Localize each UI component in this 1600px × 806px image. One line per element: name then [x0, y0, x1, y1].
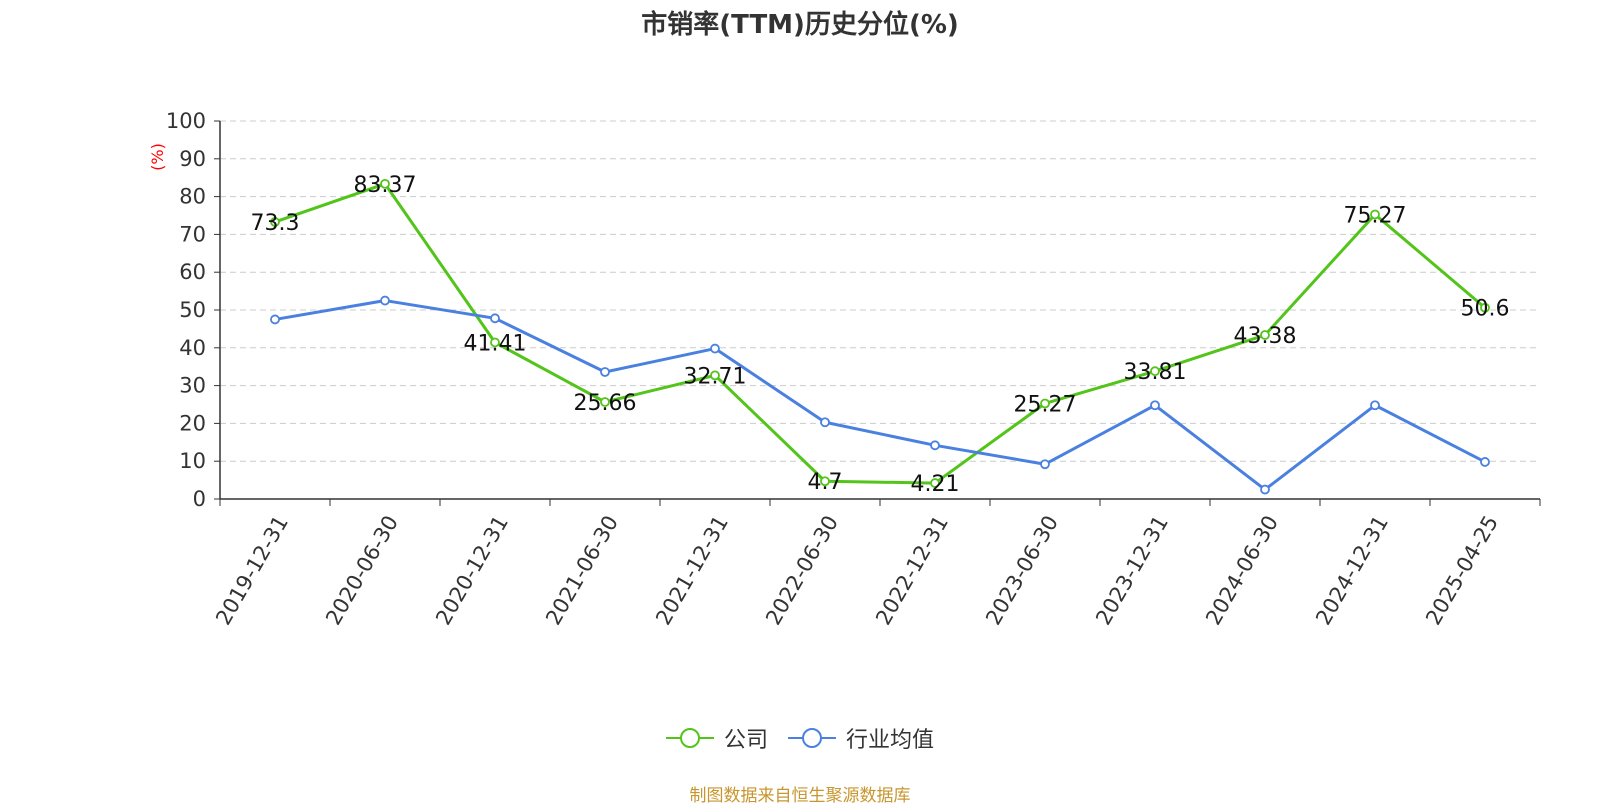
y-tick-label: 60 [179, 260, 206, 284]
data-point[interactable] [1260, 330, 1270, 340]
data-point[interactable] [380, 178, 390, 189]
x-tick-label: 2025-04-25 [1421, 511, 1503, 629]
data-point[interactable] [1370, 400, 1380, 411]
y-tick-label: 10 [179, 449, 206, 473]
x-tick-label: 2021-12-31 [651, 511, 733, 629]
data-label: 4.21 [911, 472, 960, 497]
y-tick-label: 100 [166, 109, 206, 133]
data-point[interactable] [380, 295, 390, 306]
data-point[interactable] [1480, 302, 1490, 313]
x-tick-label: 2021-06-30 [541, 511, 623, 629]
grid-lines [220, 120, 1540, 462]
x-tick-label: 2023-06-30 [981, 511, 1063, 629]
y-tick-label: 70 [179, 222, 206, 246]
y-tick-label: 30 [179, 374, 206, 398]
data-labels: 73.3 83.37 41.41 25.66 32.71 4.7 4.21 25.27 33.8… [251, 173, 1510, 497]
data-point[interactable] [1480, 457, 1490, 467]
legend-line-circle-icon [665, 728, 714, 748]
legend-label-company: 公司 [723, 728, 768, 753]
data-point[interactable] [820, 476, 830, 487]
data-label: 4.7 [808, 470, 843, 495]
data-label: 32.71 [684, 364, 747, 389]
series-line-0 [274, 182, 1486, 485]
x-tick-label: 2020-06-30 [321, 511, 403, 629]
y-tick-label: 90 [179, 147, 206, 171]
x-tick-label: 2024-06-30 [1201, 511, 1283, 629]
data-point[interactable] [710, 370, 720, 381]
data-label: 25.66 [574, 391, 637, 416]
data-label: 75.27 [1344, 203, 1407, 228]
data-point[interactable] [930, 478, 940, 488]
y-tick-label: 20 [179, 411, 206, 435]
legend-item-industry[interactable]: 行业均值 [788, 722, 934, 754]
data-label: 41.41 [464, 331, 527, 356]
data-point[interactable] [1040, 398, 1050, 409]
data-label: 50.6 [1461, 297, 1510, 322]
data-point[interactable] [270, 217, 280, 227]
line-chart: 0 10 20 30 40 50 60 70 80 90 100 (%) 2019-12-31 2020-… [148, 109, 1541, 629]
legend-label-industry: 行业均值 [846, 728, 935, 753]
legend: 公司 行业均值 [0, 722, 1600, 754]
data-point[interactable] [1260, 484, 1270, 495]
data-label: 33.81 [1124, 360, 1187, 385]
data-point[interactable] [600, 397, 610, 407]
y-tick-label: 40 [179, 336, 206, 360]
series-layer [270, 178, 1490, 495]
data-point[interactable] [1150, 366, 1160, 377]
data-point[interactable] [820, 417, 830, 428]
data-label: 73.3 [251, 211, 300, 236]
data-point[interactable] [1040, 459, 1050, 470]
data-source-note: 制图数据来自恒生聚源数据库 [689, 786, 911, 806]
legend-line-circle-icon [788, 728, 836, 748]
y-tick-label: 80 [179, 185, 206, 209]
data-point[interactable] [270, 314, 280, 325]
x-tick-label: 2019-12-31 [211, 511, 293, 629]
data-point[interactable] [490, 337, 500, 348]
data-point[interactable] [490, 313, 500, 324]
y-axis-unit-label: (%) [148, 143, 167, 171]
data-point[interactable] [1150, 400, 1160, 411]
x-tick-label: 2022-12-31 [871, 511, 953, 629]
x-tick-label: 2020-12-31 [431, 511, 513, 629]
data-point[interactable] [930, 440, 940, 451]
y-tick-label: 0 [193, 487, 206, 511]
data-label: 43.38 [1234, 324, 1297, 349]
data-label: 25.27 [1014, 392, 1077, 417]
x-tick-label: 2024-12-31 [1311, 511, 1393, 629]
x-tick-label: 2023-12-31 [1091, 511, 1173, 629]
series-line-1 [274, 299, 1486, 492]
data-point[interactable] [710, 343, 720, 354]
data-point[interactable] [1370, 209, 1380, 220]
chart-title: 市销率(TTM)历史分位(%) [641, 10, 959, 40]
data-label: 83.37 [354, 173, 417, 198]
data-point[interactable] [600, 367, 610, 377]
legend-item-company[interactable]: 公司 [665, 722, 768, 754]
y-tick-label: 50 [179, 298, 206, 322]
x-tick-label: 2022-06-30 [761, 511, 843, 629]
